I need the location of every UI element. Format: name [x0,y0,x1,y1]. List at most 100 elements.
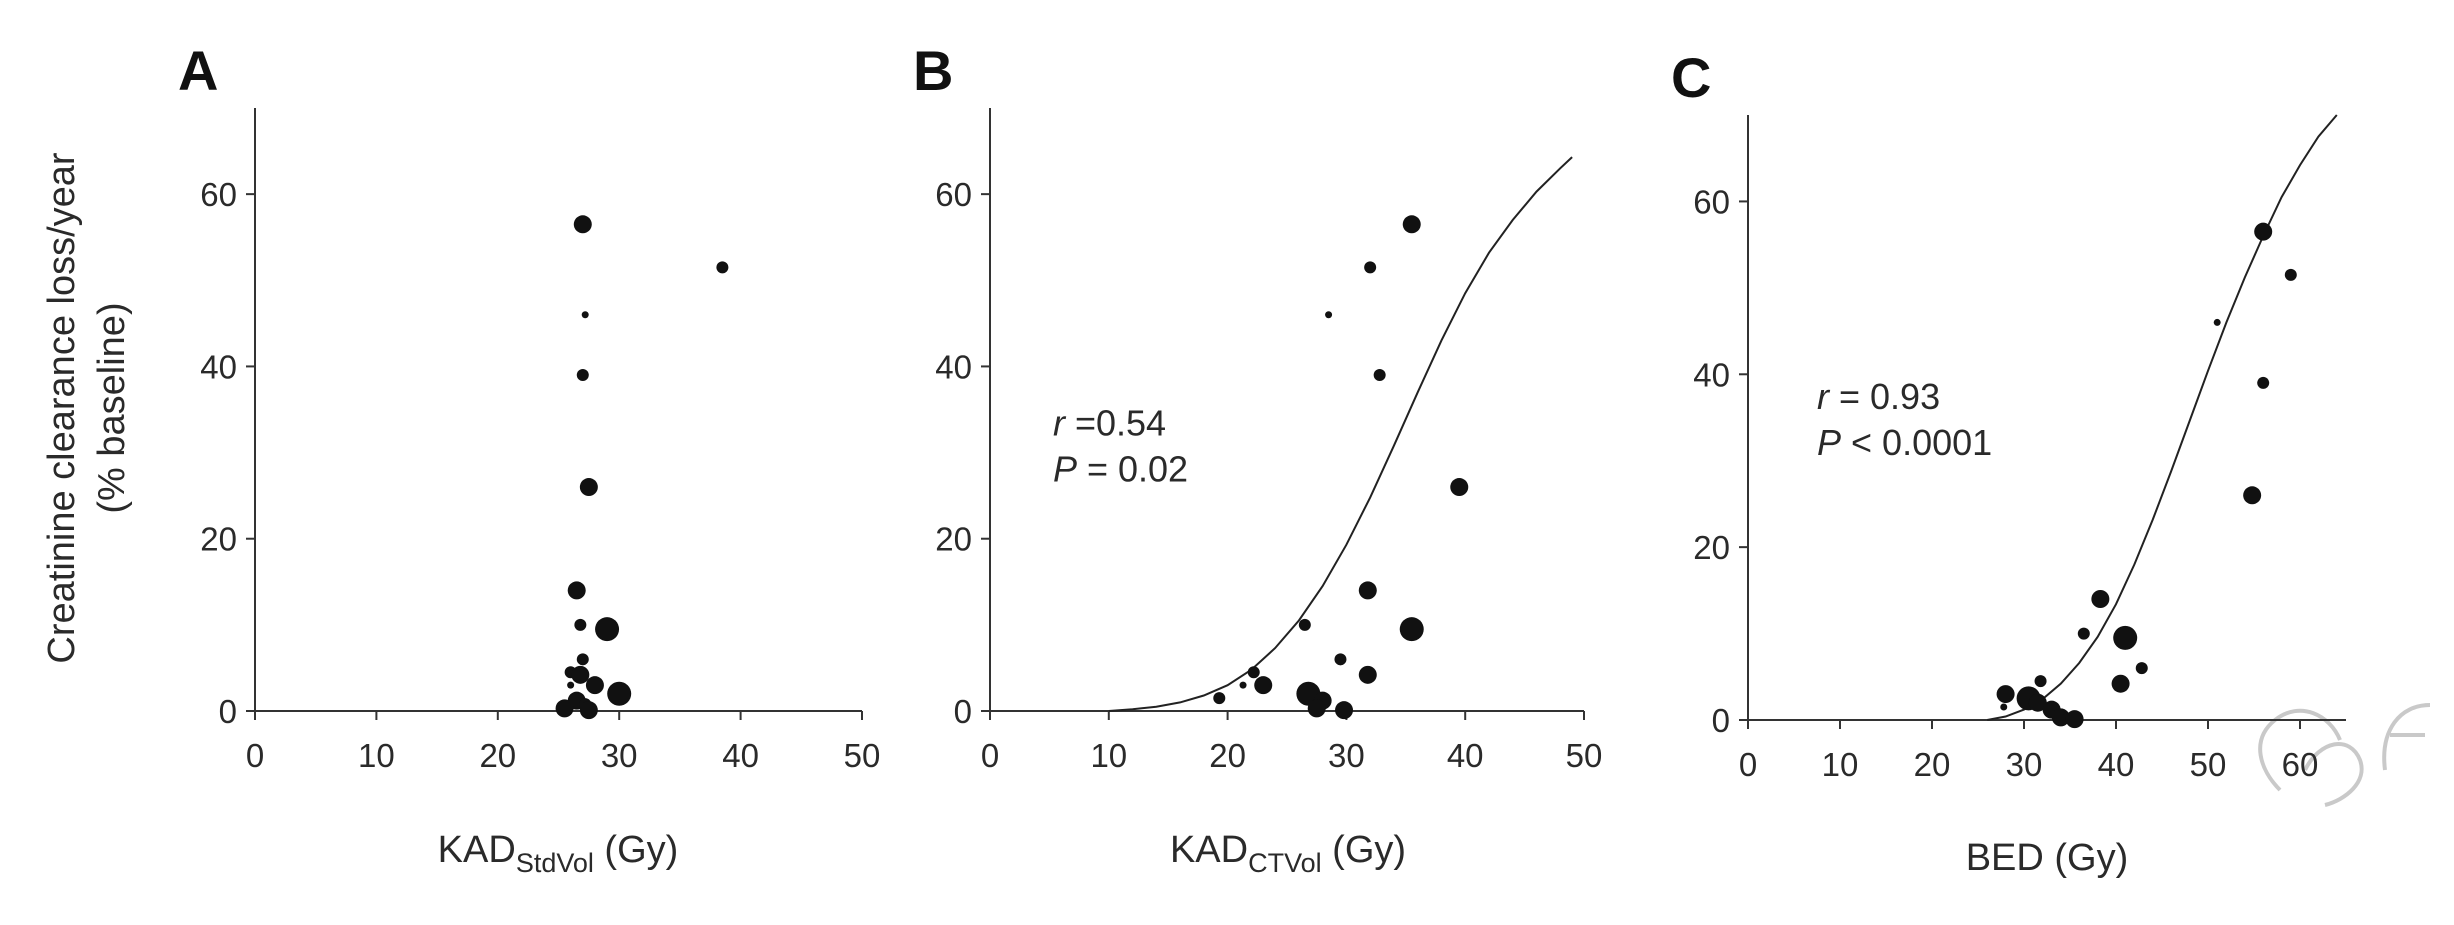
data-point [2213,318,2221,326]
data-point [585,676,604,695]
x-tick-label: 40 [1447,737,1484,774]
annotation-p-c: P < 0.0001 [1817,422,1992,463]
x-tick-label: 60 [2282,746,2319,783]
data-point [573,215,592,234]
x-axis-label-main: BED [1966,837,2044,879]
panel-letter-c: C [1671,46,1711,109]
x-tick-label: 0 [246,737,264,774]
data-point [579,478,598,497]
annotation-r-symbol: r [1053,402,1067,443]
x-tick-label: 20 [479,737,516,774]
data-point [1450,478,1469,497]
data-point [2111,674,2130,693]
y-axis-label-line2: (% baseline) [91,302,133,513]
data-point [1298,618,1311,631]
annotation-r-c: r = 0.93 [1817,376,1940,417]
x-axis-label-unit: (Gy) [1322,829,1406,871]
data-point [2034,675,2047,688]
y-tick-label: 40 [935,348,972,385]
data-point [567,681,575,689]
y-tick-label: 0 [954,693,972,730]
data-point [555,699,574,718]
data-point [2065,710,2084,729]
annotation-r-value: =0.54 [1065,402,1166,443]
x-tick-label: 50 [2190,746,2227,783]
x-axis-label-main: KAD [438,829,516,871]
panel-a: A 0 20 40 60 0 10 20 30 40 50 KADStdVol (Gy) [178,39,880,878]
y-tick-label: 20 [200,521,237,558]
data-point [1364,261,1377,274]
y-tick-label: 40 [1693,356,1730,393]
data-point [579,701,598,720]
annotation-p-value: = 0.02 [1077,448,1188,489]
data-point [571,665,590,684]
data-point [581,311,589,319]
x-tick-label: 50 [844,737,881,774]
x-tick-label: 50 [1566,737,1603,774]
x-tick-label: 30 [1328,737,1365,774]
y-tick-label: 60 [1693,183,1730,220]
data-point [574,618,587,631]
data-point [2000,703,2008,711]
y-axis-label-line1: Creatinine clearance loss/year [41,152,83,663]
x-tick-label: 0 [1739,746,1757,783]
data-point [1254,676,1273,695]
annotation-p-value: < 0.0001 [1841,422,1992,463]
fit-curve-b [1108,156,1573,712]
x-axis-label-b: KADCTVol (Gy) [1170,829,1406,878]
panel-letter-a: A [178,39,218,102]
data-point [2091,590,2110,608]
x-tick-label: 10 [1822,746,1859,783]
x-tick-label: 30 [601,737,638,774]
data-point [2051,708,2070,727]
annotation-p-symbol: P [1053,448,1077,489]
data-point [1358,581,1377,600]
data-point [2254,222,2273,241]
panel-b: B 0 20 40 60 0 10 20 30 40 50 KADCTVol (Gy) r =0.54 P… [913,39,1602,878]
data-point [2028,693,2047,712]
x-tick-label: 0 [981,737,999,774]
panel-c: C 0 20 40 60 0 10 20 30 40 50 60 BED (Gy) r = 0.93 P <… [1671,46,2346,879]
data-point [1334,653,1347,666]
data-point [2077,627,2090,640]
y-tick-label: 0 [219,693,237,730]
annotation-r-b: r =0.54 [1053,402,1166,443]
data-point [1399,617,1424,642]
annotation-p-b: P = 0.02 [1053,448,1188,489]
data-point [1358,665,1377,684]
data-point [595,617,620,642]
y-tick-label: 20 [935,521,972,558]
x-axis-label-subscript: CTVol [1248,848,1322,878]
data-point [1335,701,1354,720]
data-point [1307,699,1326,718]
y-tick-label: 40 [200,348,237,385]
x-axis-label-a: KADStdVol (Gy) [438,829,679,878]
annotation-p-symbol: P [1817,422,1841,463]
data-point [2284,268,2297,281]
x-tick-label: 20 [1914,746,1951,783]
data-point [1373,369,1386,382]
data-point [576,369,589,382]
y-tick-label: 0 [1712,702,1730,739]
data-point [1239,681,1247,689]
data-point [716,261,729,274]
data-point [576,653,589,666]
data-point [1325,311,1333,319]
data-point [567,581,586,600]
x-tick-label: 30 [2006,746,2043,783]
y-tick-label: 60 [200,176,237,213]
annotation-r-value: = 0.93 [1829,376,1940,417]
x-axis-label-main: KAD [1170,829,1248,871]
fit-curve-c [1987,114,2338,721]
data-point [1996,685,2015,704]
data-point [2257,376,2270,389]
y-tick-label: 60 [935,176,972,213]
data-point [607,681,632,706]
data-point [1213,692,1226,705]
panel-letter-b: B [913,39,953,102]
x-axis-label-c: BED (Gy) [1966,837,2129,879]
data-point [2135,662,2148,675]
x-tick-label: 10 [358,737,395,774]
data-point [2243,486,2262,505]
